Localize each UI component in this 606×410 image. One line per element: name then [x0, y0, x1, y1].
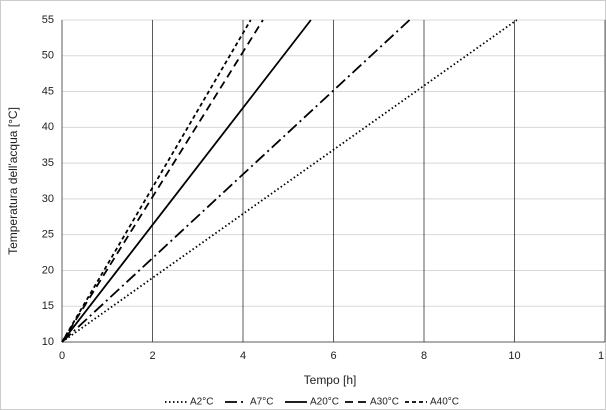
legend-label: A2°C — [190, 397, 213, 408]
legend-label: A30°C — [370, 397, 399, 408]
y-tick-label: 30 — [42, 193, 54, 205]
y-tick-label: 50 — [42, 50, 54, 62]
y-tick-label: 25 — [42, 229, 54, 241]
series-line — [61, 19, 411, 343]
y-tick-label: 45 — [42, 85, 54, 97]
x-tick-label: 2 — [149, 350, 155, 362]
y-axis-title: Temperatura dell'acqua [°C] — [6, 107, 20, 255]
x-tick-label: 6 — [330, 350, 336, 362]
y-tick-label: 40 — [42, 121, 54, 133]
legend-label: A40°C — [430, 397, 459, 408]
x-tick-label: 1 — [598, 350, 604, 362]
x-tick-label: 0 — [59, 350, 65, 362]
x-axis-title: Tempo [h] — [304, 373, 357, 387]
series-line — [61, 19, 264, 343]
y-tick-label: 10 — [42, 336, 54, 348]
legend-label: A7°C — [250, 397, 273, 408]
y-tick-label: 55 — [42, 14, 54, 26]
y-tick-label: 20 — [42, 264, 54, 276]
x-tick-label: 10 — [508, 350, 520, 362]
y-tick-label: 35 — [42, 157, 54, 169]
y-tick-label: 15 — [42, 300, 54, 312]
legend-label: A20°C — [310, 397, 339, 408]
x-tick-label: 8 — [421, 350, 427, 362]
series-line — [61, 19, 518, 343]
series-line — [61, 19, 252, 343]
x-tick-label: 4 — [240, 350, 246, 362]
series-line — [61, 19, 312, 343]
